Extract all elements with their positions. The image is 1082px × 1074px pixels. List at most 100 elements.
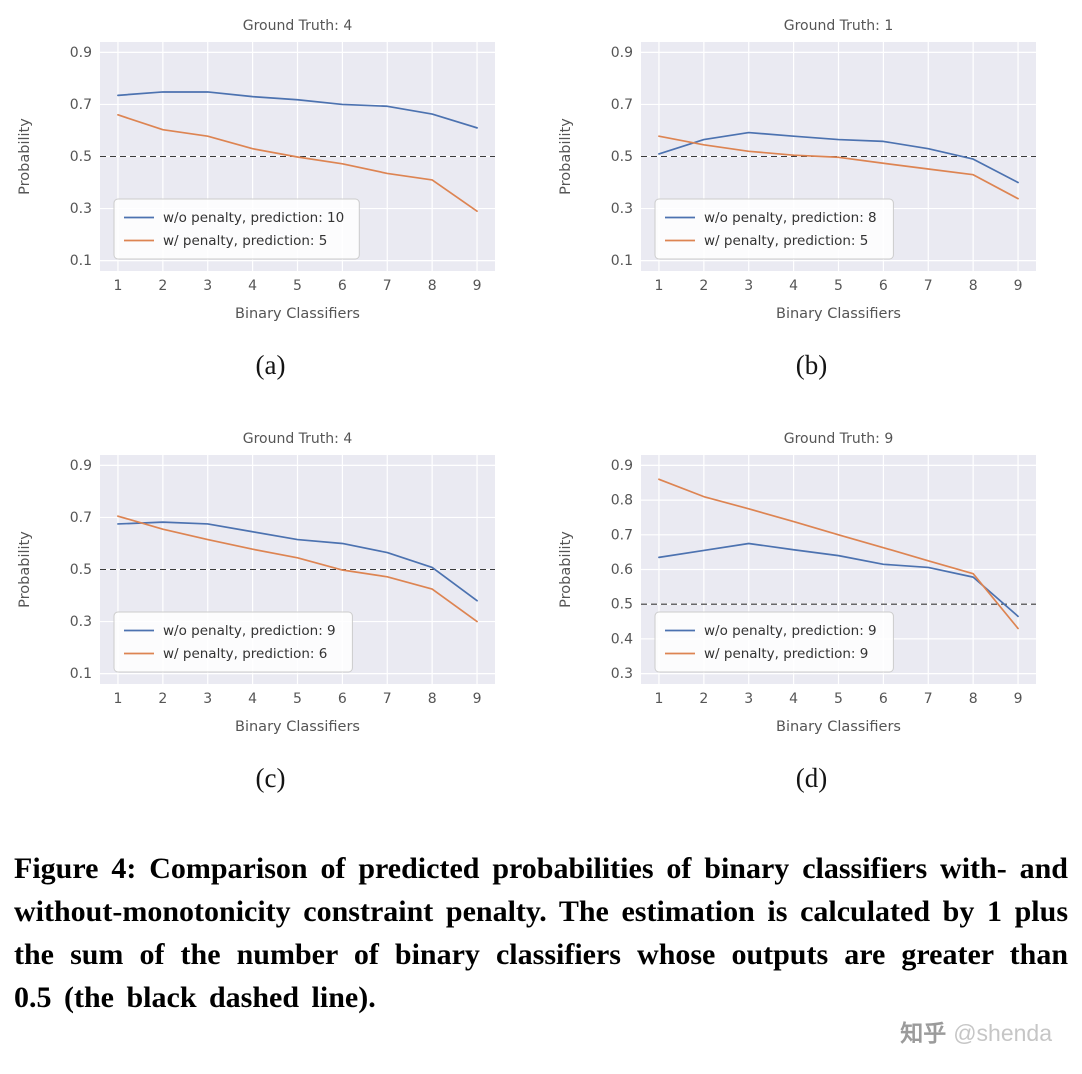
- y-tick-label: 0.1: [611, 253, 633, 269]
- x-tick-label: 9: [473, 278, 482, 294]
- x-tick-label: 6: [338, 278, 347, 294]
- x-tick-label: 4: [789, 278, 798, 294]
- y-tick-label: 0.7: [611, 527, 633, 543]
- y-tick-label: 0.5: [611, 597, 633, 613]
- x-tick-label: 8: [428, 278, 437, 294]
- line-chart-a: 1 2 3 4 5 6 7 8 9 0.1 0.3 0.5 0.7 0.9 Ground Truth: 4 B…: [17, 18, 495, 322]
- x-tick-label: 4: [248, 278, 257, 294]
- y-tick-label: 0.4: [611, 631, 633, 647]
- line-chart-c: 1 2 3 4 5 6 7 8 9 0.1 0.3 0.5 0.7 0.9 Ground Truth: 4 B…: [17, 431, 495, 735]
- x-tick-label: 1: [654, 691, 663, 707]
- y-tick-label: 0.7: [70, 510, 92, 526]
- subplot-b: 1 2 3 4 5 6 7 8 9 0.1 0.3 0.5 0.7 0.9 Ground Truth: 1 B…: [544, 8, 1079, 421]
- x-tick-label: 8: [969, 691, 978, 707]
- subplot-d: 1 2 3 4 5 6 7 8 9 0.3 0.4 0.5 0.6 0.7 0.8 0.9 Ground Tru…: [544, 421, 1079, 834]
- x-tick-label: 7: [924, 278, 933, 294]
- y-axis-label: Probability: [17, 531, 33, 608]
- y-tick-label: 0.9: [611, 458, 633, 474]
- line-chart-d: 1 2 3 4 5 6 7 8 9 0.3 0.4 0.5 0.6 0.7 0.8 0.9 Ground Tru…: [558, 431, 1036, 735]
- series-line: [117, 114, 478, 212]
- x-tick-label: 5: [293, 691, 302, 707]
- figure-grid: 1 2 3 4 5 6 7 8 9 0.1 0.3 0.5 0.7 0.9 Ground Truth: 4 B…: [0, 8, 1082, 834]
- series-line: [658, 131, 1019, 184]
- x-tick-label: 6: [338, 691, 347, 707]
- panel-label-b: (b): [795, 350, 828, 380]
- y-tick-label: 0.6: [611, 562, 633, 578]
- x-tick-label: 1: [654, 278, 663, 294]
- legend-entry-label: w/o penalty, prediction: 8: [704, 210, 877, 226]
- y-tick-label: 0.5: [70, 149, 92, 165]
- subplot-a: 1 2 3 4 5 6 7 8 9 0.1 0.3 0.5 0.7 0.9 Ground Truth: 4 B…: [3, 8, 538, 421]
- y-tick-label: 0.3: [70, 614, 92, 630]
- watermark-site-logo: 知乎: [900, 1020, 947, 1046]
- x-tick-label: 5: [293, 278, 302, 294]
- x-tick-label: 2: [158, 278, 167, 294]
- y-tick-label: 0.3: [70, 201, 92, 217]
- x-tick-label: 7: [383, 691, 392, 707]
- x-tick-label: 9: [1014, 691, 1023, 707]
- series-line: [658, 135, 1019, 200]
- y-tick-label: 0.5: [611, 149, 633, 165]
- y-tick-label: 0.3: [611, 201, 633, 217]
- legend-entry-label: w/ penalty, prediction: 5: [163, 233, 327, 249]
- y-tick-label: 0.8: [611, 493, 633, 509]
- legend-entry-label: w/ penalty, prediction: 6: [163, 646, 327, 662]
- x-axis-label: Binary Classifiers: [776, 719, 901, 735]
- series-line: [117, 91, 478, 129]
- x-tick-label: 2: [699, 691, 708, 707]
- panel-label-c: (c): [255, 763, 286, 793]
- x-tick-label: 4: [789, 691, 798, 707]
- x-tick-label: 9: [473, 691, 482, 707]
- series-line: [658, 478, 1019, 630]
- chart-title: Ground Truth: 4: [243, 18, 353, 34]
- x-tick-label: 9: [1014, 278, 1023, 294]
- x-tick-label: 5: [834, 278, 843, 294]
- legend-entry-label: w/o penalty, prediction: 9: [163, 623, 336, 639]
- legend-entry-label: w/ penalty, prediction: 9: [704, 646, 868, 662]
- x-tick-label: 3: [744, 691, 753, 707]
- x-axis-label: Binary Classifiers: [776, 306, 901, 322]
- series-line: [658, 542, 1019, 618]
- legend-entry-label: w/o penalty, prediction: 9: [704, 623, 877, 639]
- x-tick-label: 6: [879, 691, 888, 707]
- x-tick-label: 7: [924, 691, 933, 707]
- x-tick-label: 6: [879, 278, 888, 294]
- y-tick-label: 0.3: [611, 666, 633, 682]
- y-tick-label: 0.9: [70, 458, 92, 474]
- x-tick-label: 3: [203, 278, 212, 294]
- x-tick-label: 8: [428, 691, 437, 707]
- x-tick-label: 3: [744, 278, 753, 294]
- panel-label-d: (d): [795, 763, 828, 793]
- x-tick-label: 2: [158, 691, 167, 707]
- x-axis-label: Binary Classifiers: [235, 719, 360, 735]
- legend-entry-label: w/ penalty, prediction: 5: [704, 233, 868, 249]
- y-tick-label: 0.7: [70, 97, 92, 113]
- series-line: [117, 515, 478, 623]
- y-tick-label: 0.7: [611, 97, 633, 113]
- y-tick-label: 0.9: [70, 45, 92, 61]
- legend-box: [113, 611, 353, 673]
- series-line: [117, 521, 478, 602]
- y-axis-label: Probability: [17, 118, 33, 195]
- legend-box: [654, 198, 894, 260]
- x-tick-label: 2: [699, 278, 708, 294]
- panel-label-a: (a): [255, 350, 286, 380]
- chart-title: Ground Truth: 4: [243, 431, 353, 447]
- y-tick-label: 0.5: [70, 562, 92, 578]
- line-chart-b: 1 2 3 4 5 6 7 8 9 0.1 0.3 0.5 0.7 0.9 Ground Truth: 1 B…: [558, 18, 1036, 322]
- x-tick-label: 8: [969, 278, 978, 294]
- y-axis-label: Probability: [558, 118, 574, 195]
- legend-box: [654, 611, 894, 673]
- legend-entry-label: w/o penalty, prediction: 10: [163, 210, 344, 226]
- x-tick-label: 7: [383, 278, 392, 294]
- subplot-c: 1 2 3 4 5 6 7 8 9 0.1 0.3 0.5 0.7 0.9 Ground Truth: 4 B…: [3, 421, 538, 834]
- y-tick-label: 0.1: [70, 253, 92, 269]
- y-tick-label: 0.1: [70, 666, 92, 682]
- x-tick-label: 1: [113, 278, 122, 294]
- chart-title: Ground Truth: 1: [784, 18, 894, 34]
- x-tick-label: 4: [248, 691, 257, 707]
- x-tick-label: 3: [203, 691, 212, 707]
- y-axis-label: Probability: [558, 531, 574, 608]
- legend-box: [113, 198, 360, 260]
